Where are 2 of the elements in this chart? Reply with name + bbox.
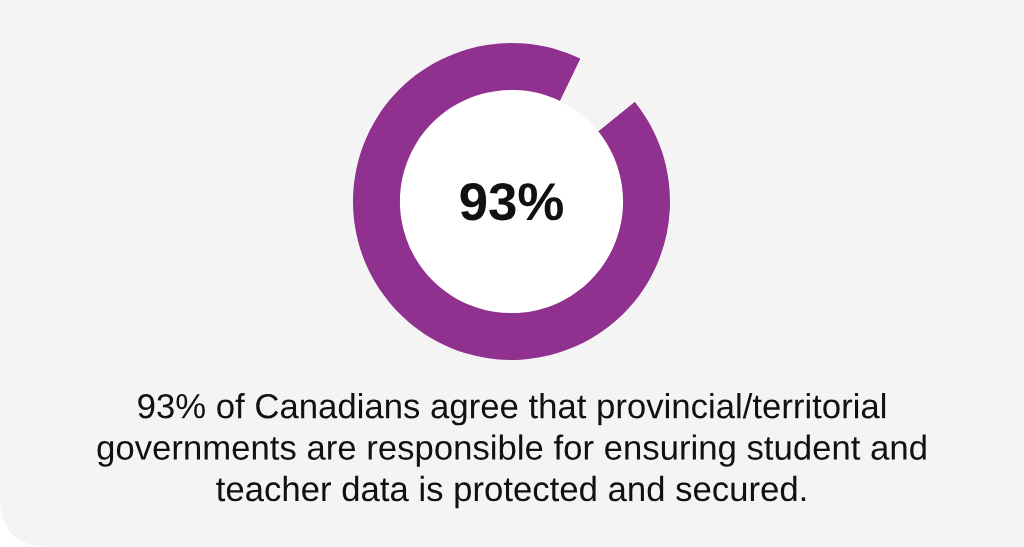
data-label: 93% [460,183,563,221]
text: 93% of Canadians agree that provincial/territorial governments are responsible for ensuring student and teacher data is protected and secured. [97,393,926,509]
